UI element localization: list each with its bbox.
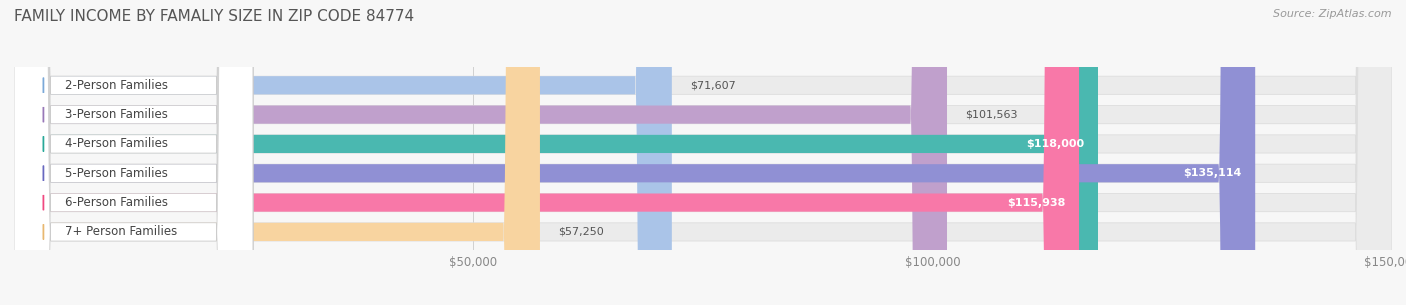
FancyBboxPatch shape [14, 0, 253, 305]
FancyBboxPatch shape [14, 0, 1256, 305]
Text: $118,000: $118,000 [1026, 139, 1084, 149]
Text: $57,250: $57,250 [558, 227, 605, 237]
Text: Source: ZipAtlas.com: Source: ZipAtlas.com [1274, 9, 1392, 19]
FancyBboxPatch shape [14, 0, 253, 305]
FancyBboxPatch shape [14, 0, 1392, 305]
Text: $71,607: $71,607 [690, 80, 735, 90]
FancyBboxPatch shape [14, 0, 540, 305]
FancyBboxPatch shape [14, 0, 1392, 305]
FancyBboxPatch shape [14, 0, 1392, 305]
FancyBboxPatch shape [14, 0, 253, 305]
Text: 7+ Person Families: 7+ Person Families [65, 225, 177, 239]
FancyBboxPatch shape [14, 0, 253, 305]
FancyBboxPatch shape [14, 0, 1078, 305]
FancyBboxPatch shape [14, 0, 1392, 305]
FancyBboxPatch shape [14, 0, 672, 305]
FancyBboxPatch shape [14, 0, 1098, 305]
FancyBboxPatch shape [14, 0, 948, 305]
FancyBboxPatch shape [14, 0, 253, 305]
Text: $135,114: $135,114 [1182, 168, 1241, 178]
Text: $115,938: $115,938 [1007, 198, 1066, 208]
FancyBboxPatch shape [14, 0, 253, 305]
Text: 2-Person Families: 2-Person Families [65, 79, 167, 92]
Text: $101,563: $101,563 [966, 109, 1018, 120]
Text: 3-Person Families: 3-Person Families [65, 108, 167, 121]
FancyBboxPatch shape [14, 0, 1392, 305]
Text: 5-Person Families: 5-Person Families [65, 167, 167, 180]
Text: FAMILY INCOME BY FAMALIY SIZE IN ZIP CODE 84774: FAMILY INCOME BY FAMALIY SIZE IN ZIP COD… [14, 9, 415, 24]
FancyBboxPatch shape [14, 0, 1392, 305]
Text: 6-Person Families: 6-Person Families [65, 196, 167, 209]
Text: 4-Person Families: 4-Person Families [65, 138, 167, 150]
